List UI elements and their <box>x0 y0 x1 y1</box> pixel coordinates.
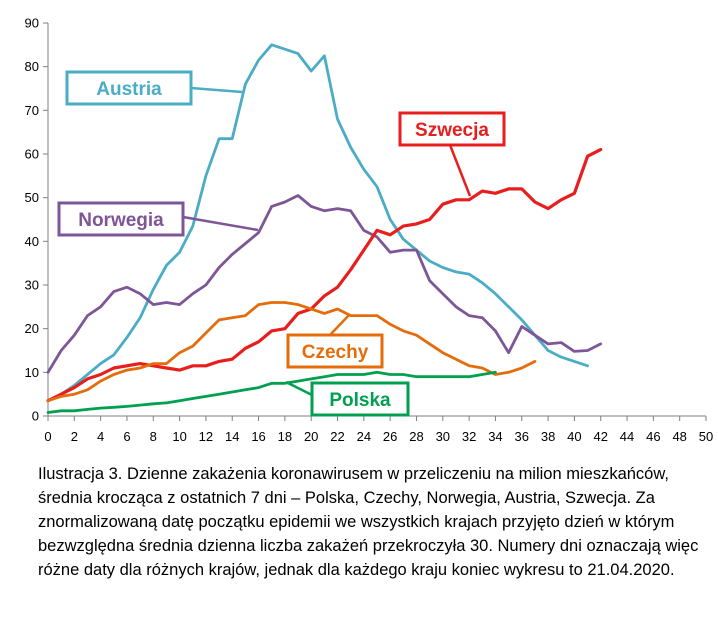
series-line-norwegia <box>46 194 603 374</box>
x-tick-label: 42 <box>593 429 607 444</box>
x-tick-label: 10 <box>172 429 186 444</box>
label-leader-line <box>448 144 472 197</box>
x-tick-label: 14 <box>225 429 239 444</box>
series-labels: Austria Norwegia Szwecja Czechy Polska <box>57 70 506 417</box>
series-label-szwecja: Szwecja <box>415 120 489 141</box>
label-box <box>286 333 384 369</box>
y-tick-label: 0 <box>32 409 39 424</box>
x-tick-label: 6 <box>123 429 130 444</box>
x-tick-label: 32 <box>462 429 476 444</box>
y-tick-label: 20 <box>25 321 39 336</box>
y-tick-label: 50 <box>25 190 39 205</box>
x-tick-label: 28 <box>409 429 423 444</box>
label-leader-line <box>285 380 313 397</box>
x-tick-label: 30 <box>436 429 450 444</box>
series-label-norwegia: Norwegia <box>78 210 164 231</box>
x-tick-label: 18 <box>278 429 292 444</box>
label-leader-line <box>182 215 259 232</box>
series-lines <box>46 43 603 414</box>
series-label-polska: Polska <box>329 390 391 411</box>
series-line-czechy <box>46 301 537 403</box>
x-tick-label: 20 <box>304 429 318 444</box>
x-tick-label: 26 <box>383 429 397 444</box>
x-tick-label: 12 <box>199 429 213 444</box>
x-tick-label: 16 <box>251 429 265 444</box>
label-leader-line <box>190 86 243 94</box>
label-leader-line <box>329 313 351 336</box>
series-label-austria: Austria <box>96 79 162 100</box>
x-tick-label: 40 <box>567 429 581 444</box>
x-tick-label: 2 <box>71 429 78 444</box>
x-tick-label: 22 <box>330 429 344 444</box>
figure-caption: Ilustracja 3. Dzienne zakażenia koronawi… <box>38 465 699 579</box>
x-tick-label: 44 <box>620 429 634 444</box>
y-tick-label: 10 <box>25 365 39 380</box>
y-tick-label: 70 <box>25 103 39 118</box>
x-tick-label: 34 <box>488 429 502 444</box>
y-tick-label: 30 <box>25 278 39 293</box>
y-tick-label: 80 <box>25 59 39 74</box>
y-tick-label: 60 <box>25 147 39 162</box>
series-line-austria <box>46 43 589 403</box>
x-tick-label: 36 <box>515 429 529 444</box>
x-tick-label: 8 <box>150 429 157 444</box>
series-line-szwecja <box>46 148 603 403</box>
label-box <box>65 70 193 106</box>
x-tick-label: 38 <box>541 429 555 444</box>
series-line-polska <box>46 370 497 414</box>
x-tick-label: 46 <box>646 429 660 444</box>
y-tick-label: 90 <box>25 16 39 31</box>
x-tick-label: 4 <box>97 429 104 444</box>
x-tick-label: 24 <box>357 429 371 444</box>
x-tick-label: 48 <box>672 429 686 444</box>
label-box <box>57 201 185 237</box>
y-tick-label: 40 <box>25 234 39 249</box>
series-label-czechy: Czechy <box>302 342 369 363</box>
x-tick-label: 50 <box>699 429 713 444</box>
label-box <box>398 111 506 147</box>
label-box <box>310 381 410 417</box>
x-tick-label: 0 <box>44 429 51 444</box>
